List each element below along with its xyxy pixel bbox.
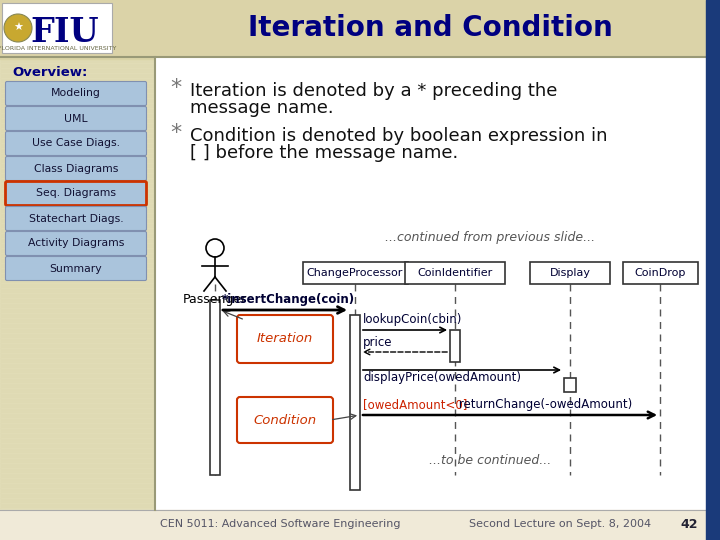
FancyBboxPatch shape [237, 397, 333, 443]
Text: Activity Diagrams: Activity Diagrams [28, 239, 124, 248]
Text: 42: 42 [680, 517, 698, 530]
Text: Class Diagrams: Class Diagrams [34, 164, 118, 173]
Text: price: price [363, 336, 392, 349]
Text: *insertChange(coin): *insertChange(coin) [222, 293, 355, 306]
FancyBboxPatch shape [0, 0, 720, 57]
Text: Display: Display [549, 268, 590, 278]
FancyBboxPatch shape [6, 181, 146, 206]
FancyBboxPatch shape [405, 262, 505, 284]
FancyBboxPatch shape [6, 82, 146, 105]
FancyBboxPatch shape [564, 378, 576, 392]
Text: message name.: message name. [190, 99, 333, 117]
FancyBboxPatch shape [6, 106, 146, 131]
Text: *: * [170, 123, 181, 143]
FancyBboxPatch shape [530, 262, 610, 284]
FancyBboxPatch shape [210, 300, 220, 475]
Text: lookupCoin(cbin): lookupCoin(cbin) [363, 313, 462, 326]
Text: Overview:: Overview: [12, 65, 87, 78]
Text: CoinDrop: CoinDrop [634, 268, 685, 278]
Text: ...to be continued...: ...to be continued... [429, 454, 551, 467]
Text: UML: UML [64, 113, 88, 124]
Text: Condition is denoted by boolean expression in: Condition is denoted by boolean expressi… [190, 127, 608, 145]
Text: ...continued from previous slide...: ...continued from previous slide... [385, 232, 595, 245]
FancyBboxPatch shape [0, 57, 155, 512]
Text: CoinIdentifier: CoinIdentifier [418, 268, 492, 278]
Text: Summary: Summary [50, 264, 102, 273]
Text: Condition: Condition [253, 414, 317, 427]
Text: Iteration is denoted by a * preceding the: Iteration is denoted by a * preceding th… [190, 82, 557, 100]
Text: Iteration: Iteration [257, 333, 313, 346]
Text: [owedAmount<0]: [owedAmount<0] [363, 398, 467, 411]
FancyBboxPatch shape [6, 256, 146, 280]
Text: Second Lecture on Sept. 8, 2004: Second Lecture on Sept. 8, 2004 [469, 519, 651, 529]
Text: CEN 5011: Advanced Software Engineering: CEN 5011: Advanced Software Engineering [160, 519, 400, 529]
Text: FLORIDA INTERNATIONAL UNIVERSITY: FLORIDA INTERNATIONAL UNIVERSITY [0, 45, 116, 51]
FancyBboxPatch shape [155, 57, 706, 512]
Text: FIU: FIU [30, 16, 99, 49]
Text: Statechart Diags.: Statechart Diags. [29, 213, 123, 224]
Text: [ ] before the message name.: [ ] before the message name. [190, 144, 458, 162]
Text: Modeling: Modeling [51, 89, 101, 98]
FancyBboxPatch shape [6, 206, 146, 231]
Circle shape [4, 14, 32, 42]
Text: Seq. Diagrams: Seq. Diagrams [36, 188, 116, 199]
Text: ChangeProcessor: ChangeProcessor [307, 268, 403, 278]
FancyBboxPatch shape [2, 3, 112, 53]
FancyBboxPatch shape [623, 262, 698, 284]
Text: Passenger: Passenger [183, 293, 247, 306]
Text: ★: ★ [13, 23, 23, 33]
Text: Iteration and Condition: Iteration and Condition [248, 14, 613, 42]
Text: Use Case Diags.: Use Case Diags. [32, 138, 120, 149]
FancyBboxPatch shape [6, 232, 146, 255]
Text: returnChange(-owedAmount): returnChange(-owedAmount) [455, 398, 632, 411]
Text: displayPrice(owedAmount): displayPrice(owedAmount) [363, 371, 521, 384]
FancyBboxPatch shape [350, 315, 360, 490]
Circle shape [206, 239, 224, 257]
FancyBboxPatch shape [237, 315, 333, 363]
Text: *: * [170, 78, 181, 98]
FancyBboxPatch shape [6, 132, 146, 156]
FancyBboxPatch shape [6, 157, 146, 180]
FancyBboxPatch shape [303, 262, 408, 284]
FancyBboxPatch shape [450, 330, 460, 362]
